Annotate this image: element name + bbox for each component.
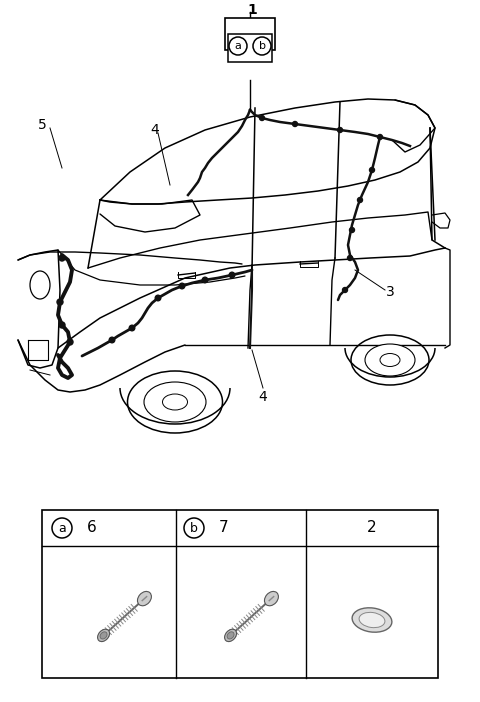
Circle shape [260,116,264,121]
Ellipse shape [359,612,385,628]
Text: a: a [235,41,241,51]
Bar [225,18,275,50]
Ellipse shape [351,335,429,385]
Circle shape [229,272,235,278]
Ellipse shape [128,371,223,433]
Ellipse shape [144,382,206,422]
Circle shape [337,128,343,133]
Ellipse shape [352,608,392,633]
Ellipse shape [225,629,237,642]
Circle shape [59,322,65,328]
Text: 5: 5 [37,118,47,132]
Circle shape [358,197,362,202]
Ellipse shape [100,632,107,639]
Text: b: b [259,41,265,51]
Ellipse shape [380,354,400,366]
Ellipse shape [227,632,234,639]
Circle shape [370,168,374,173]
Text: 4: 4 [151,123,159,137]
Text: a: a [58,522,66,534]
Text: 7: 7 [219,520,229,536]
Circle shape [202,277,208,283]
Bar [42,510,438,678]
Circle shape [155,296,161,300]
Text: 3: 3 [385,285,395,299]
Circle shape [67,339,73,345]
Bar [228,34,272,62]
Ellipse shape [264,591,278,606]
Ellipse shape [365,344,415,376]
Circle shape [377,135,383,140]
Text: 6: 6 [87,520,97,536]
Circle shape [59,255,65,261]
Ellipse shape [137,591,151,606]
Circle shape [343,288,348,293]
Text: 4: 4 [259,390,267,404]
Text: 1: 1 [247,3,257,17]
Circle shape [109,337,115,343]
Circle shape [179,283,185,289]
Ellipse shape [163,394,188,410]
Circle shape [292,121,298,126]
Text: b: b [190,522,198,534]
Circle shape [57,299,63,305]
Text: 2: 2 [367,520,377,536]
Circle shape [129,325,135,331]
Circle shape [349,227,355,232]
Circle shape [348,256,352,260]
Ellipse shape [97,629,109,642]
